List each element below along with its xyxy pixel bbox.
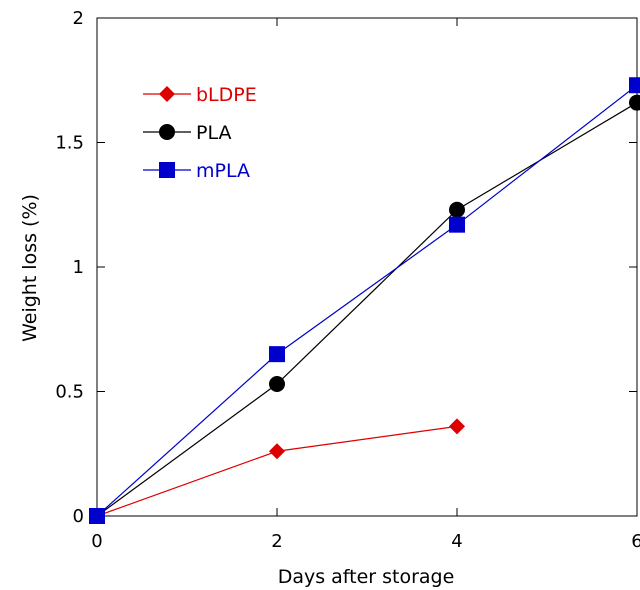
legend-swatch-marker bbox=[159, 162, 175, 178]
axes: 0 2 4 6 0 0.5 1 1.5 2 bbox=[55, 8, 640, 552]
data-point-pla bbox=[449, 201, 465, 218]
legend-label-pla: PLA bbox=[196, 122, 231, 144]
x-axis-title: Days after storage bbox=[278, 566, 455, 588]
data-point-mpla bbox=[449, 216, 465, 233]
legend-label-bldpe: bLDPE bbox=[196, 84, 257, 106]
data-point-mpla bbox=[89, 508, 105, 524]
x-tick-label: 6 bbox=[631, 531, 640, 552]
y-tick-label: 1 bbox=[73, 257, 84, 278]
series-line-mpla bbox=[96, 84, 638, 517]
x-tick-label: 0 bbox=[91, 531, 102, 552]
y-tick-label: 0 bbox=[73, 506, 84, 527]
data-point-bldpe bbox=[449, 418, 465, 435]
legend-item-bldpe: bLDPE bbox=[143, 84, 257, 106]
plot-area bbox=[89, 77, 640, 524]
data-point-pla bbox=[629, 94, 640, 111]
series-mpla bbox=[89, 77, 640, 524]
y-tick-label: 1.5 bbox=[55, 133, 84, 154]
series-pla bbox=[89, 94, 640, 524]
legend-item-mpla: mPLA bbox=[143, 160, 250, 182]
plot-frame bbox=[96, 17, 638, 517]
x-tick-label: 4 bbox=[451, 531, 462, 552]
legend-swatch-marker bbox=[159, 124, 175, 140]
series-line-pla bbox=[96, 102, 638, 517]
y-axis-title: Weight loss (%) bbox=[19, 194, 41, 342]
legend-swatch-marker bbox=[159, 86, 175, 102]
data-point-mpla bbox=[629, 77, 640, 94]
legend-item-pla: PLA bbox=[143, 122, 231, 144]
y-tick-label: 2 bbox=[73, 8, 84, 29]
data-point-mpla bbox=[269, 346, 285, 363]
data-point-bldpe bbox=[269, 443, 285, 460]
series-line-bldpe bbox=[96, 425, 458, 517]
legend: bLDPE PLA mPLA bbox=[143, 84, 257, 182]
x-tick-label: 2 bbox=[271, 531, 282, 552]
data-point-pla bbox=[269, 376, 285, 393]
y-tick-label: 0.5 bbox=[55, 382, 84, 403]
legend-label-mpla: mPLA bbox=[196, 160, 250, 182]
